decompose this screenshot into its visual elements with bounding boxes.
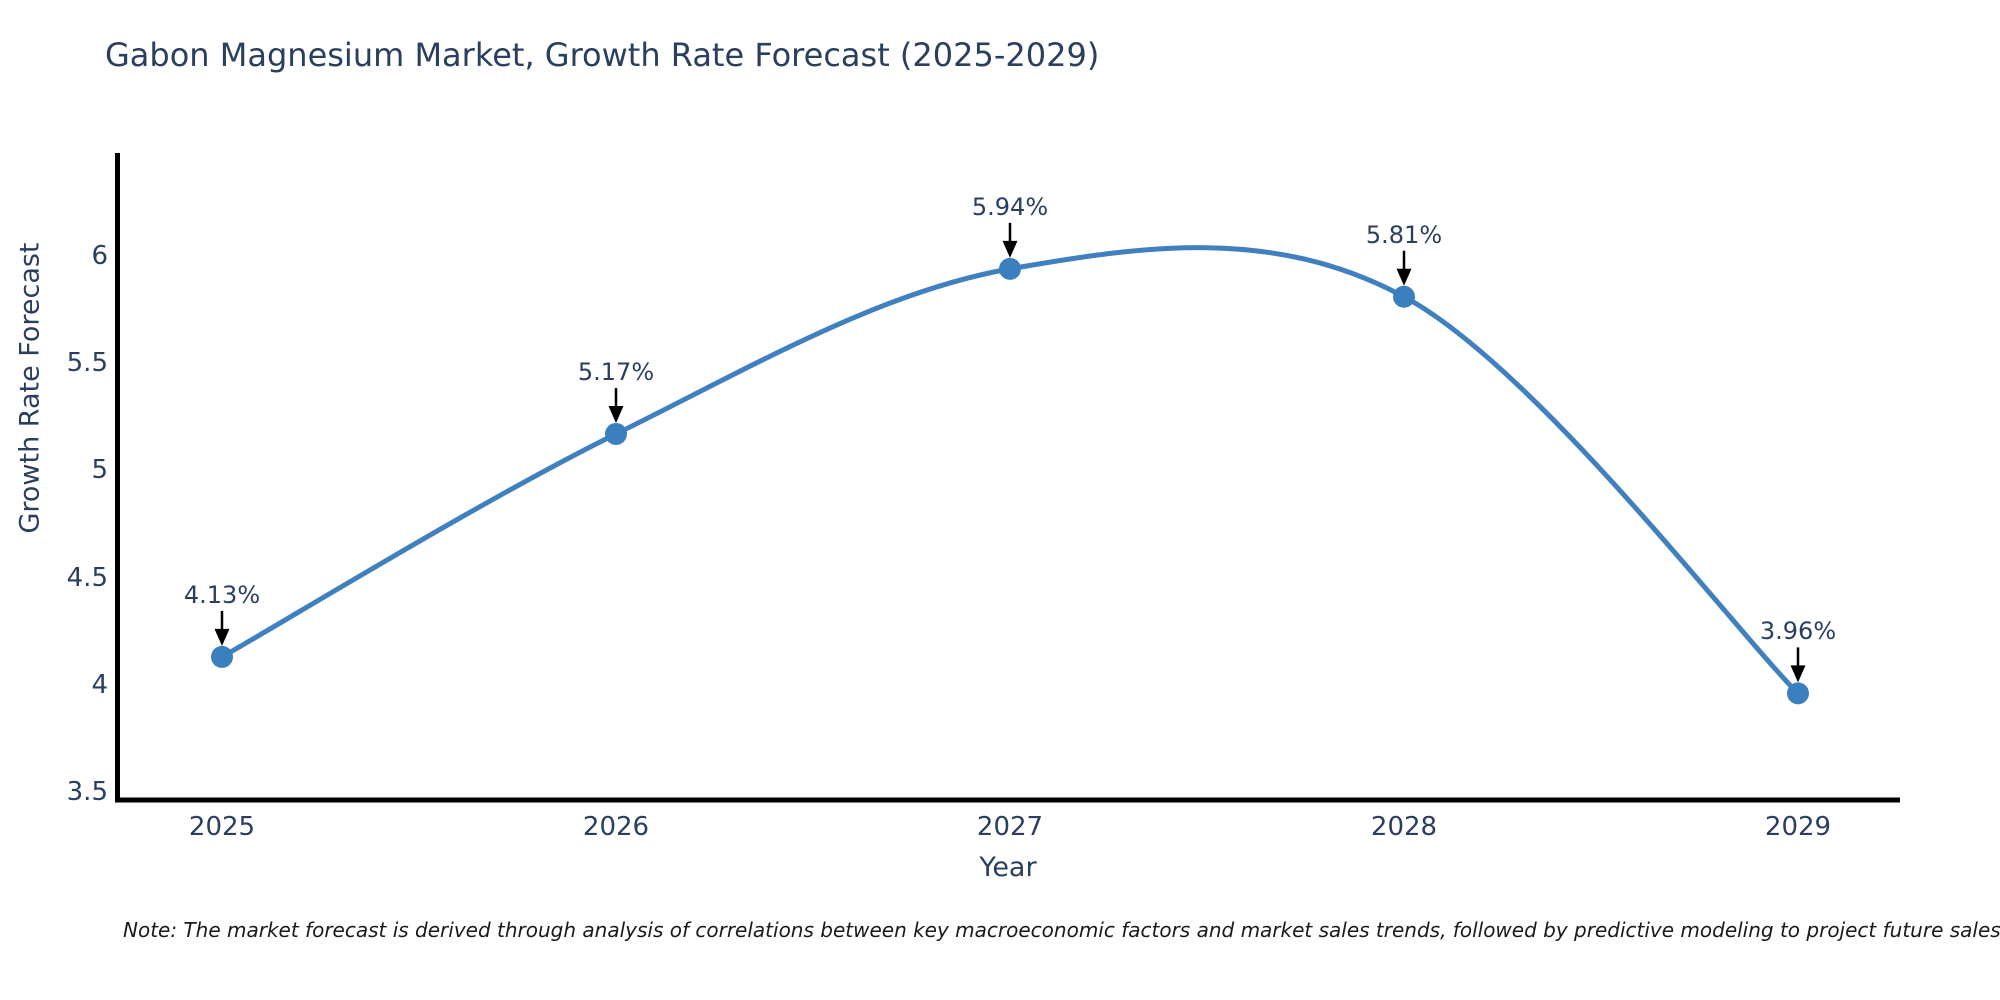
data-point-marker bbox=[1393, 285, 1415, 308]
trend-line bbox=[219, 245, 1801, 696]
y-tick-label: 5 bbox=[91, 455, 108, 486]
annotation-label: 5.94% bbox=[971, 192, 1049, 221]
annotation-arrowhead bbox=[1002, 240, 1018, 258]
annotation-label: 4.13% bbox=[183, 580, 261, 609]
x-axis-title: Year bbox=[979, 852, 1037, 883]
data-point-marker bbox=[605, 422, 627, 445]
annotation-label: 5.81% bbox=[1365, 220, 1443, 249]
x-tick-label: 2028 bbox=[1370, 812, 1438, 842]
x-tick-label: 2027 bbox=[976, 812, 1044, 842]
footnote-text: Note: The market forecast is derived thr… bbox=[123, 918, 2000, 942]
y-tick-label: 5.5 bbox=[66, 348, 108, 379]
y-tick-label: 4 bbox=[91, 669, 108, 700]
annotation-label: 3.96% bbox=[1759, 617, 1837, 646]
annotation-arrowhead bbox=[1790, 665, 1806, 683]
annotation-arrowhead bbox=[1396, 268, 1412, 286]
data-point-marker bbox=[211, 645, 233, 668]
y-tick-label: 4.5 bbox=[66, 562, 108, 593]
annotation-arrowhead bbox=[608, 405, 624, 423]
y-tick-label: 3.5 bbox=[66, 777, 108, 807]
chart-title: Gabon Magnesium Market, Growth Rate Fore… bbox=[105, 36, 1100, 74]
axis-lines bbox=[115, 153, 1900, 803]
annotation-arrowhead bbox=[214, 628, 230, 646]
data-point-marker bbox=[999, 257, 1021, 280]
x-tick-label: 2025 bbox=[188, 812, 256, 842]
data-point-marker bbox=[1787, 682, 1809, 705]
x-tick-label: 2026 bbox=[582, 812, 650, 842]
x-tick-label: 2029 bbox=[1764, 812, 1832, 842]
y-tick-label: 6 bbox=[91, 241, 108, 271]
annotation-label: 5.17% bbox=[577, 357, 655, 386]
